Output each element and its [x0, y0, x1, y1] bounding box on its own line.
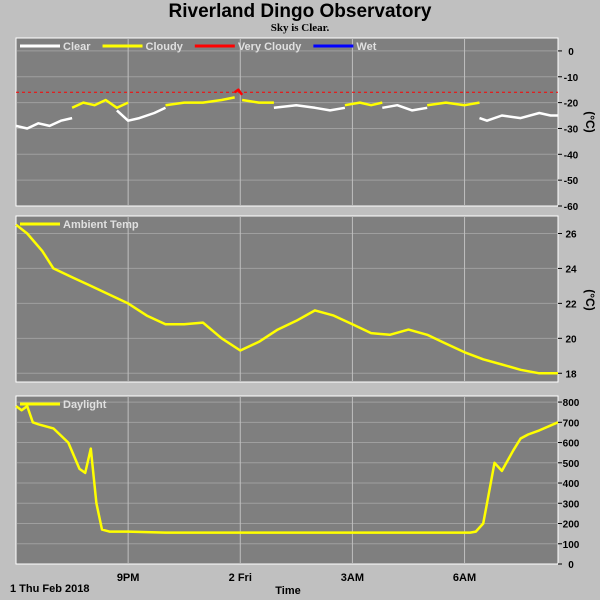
daylight-ytick-label-0: 800 [563, 398, 580, 409]
ambient-series-line-0 [15, 223, 558, 375]
ambient-ytick-label-2: 22 [565, 299, 577, 310]
cloud-y-unit: (°C) [583, 111, 597, 132]
daylight-ytick-label-3: 500 [563, 459, 580, 470]
cloud-series-line-3 [165, 96, 235, 107]
cloud-ytick-label-5: -50 [564, 176, 579, 187]
cloud-ytick-label-2: -20 [564, 99, 579, 110]
cloud-series-line-5 [241, 98, 274, 104]
page-title: Riverland Dingo Observatory [168, 1, 432, 22]
daylight-series [15, 404, 559, 534]
x-axis-title: Time [275, 585, 300, 597]
daylight-ytick-label-5: 300 [563, 499, 580, 510]
cloud-ytick-label-1: -10 [564, 73, 579, 84]
ambient-y-unit: (°C) [583, 289, 597, 310]
cloud-legend-label-3: Wet [356, 41, 376, 53]
cloud-panel-bg [15, 37, 559, 207]
cloud-series-line-9 [427, 101, 480, 107]
daylight-legend: Daylight [20, 399, 107, 411]
x-tick-label-1: 2 Fri [229, 572, 252, 584]
ambient-legend-label-0: Ambient Temp [63, 219, 139, 231]
daylight-series-line-0 [15, 404, 559, 534]
ambient-ytick-label-3: 20 [565, 334, 577, 345]
daylight-ytick-label-1: 700 [563, 418, 580, 429]
daylight-y-axis: 800 700 600 500 400 300 200 100 0 [558, 398, 580, 571]
ambient-grid [16, 216, 558, 382]
daylight-ytick-label-6: 200 [563, 520, 580, 531]
cloud-ytick-label-6: -60 [564, 202, 579, 213]
daylight-ytick-label-2: 600 [563, 439, 580, 450]
ambient-y-axis: 26 24 22 20 18 [558, 229, 577, 380]
x-axis-start-label: 1 Thu Feb 2018 [10, 583, 89, 595]
cloud-series-line-8 [382, 103, 428, 112]
cloud-series-line-4 [233, 88, 244, 96]
cloud-legend: Clear Cloudy Very Cloudy Wet [20, 41, 377, 53]
cloud-ytick-label-3: -30 [564, 124, 579, 135]
cloud-ytick-label-0: 0 [568, 47, 574, 58]
cloud-series-line-0 [15, 116, 73, 130]
cloud-series-line-6 [273, 103, 346, 112]
sky-status: Sky is Clear. [270, 22, 330, 34]
daylight-legend-label-0: Daylight [63, 399, 107, 411]
daylight-ytick-label-8: 0 [568, 560, 574, 571]
ambient-panel: Ambient Temp 26 24 22 20 18 (°C) [15, 215, 597, 383]
ambient-legend: Ambient Temp [20, 219, 139, 231]
cloud-grid [16, 38, 558, 206]
cloud-ytick-label-4: -40 [564, 150, 579, 161]
x-axis: 9PM 2 Fri 3AM 6AM [117, 572, 476, 584]
cloud-panel: Clear Cloudy Very Cloudy Wet 0 -10 -20 -30 -40 -… [15, 37, 597, 213]
daylight-grid [16, 396, 558, 564]
ambient-ytick-label-0: 26 [565, 229, 577, 240]
cloud-series-line-10 [479, 111, 558, 122]
cloud-series [15, 88, 558, 130]
daylight-panel-bg [15, 395, 559, 565]
cloud-series-line-1 [71, 98, 129, 110]
daylight-ytick-label-7: 100 [563, 540, 580, 551]
cloud-legend-label-1: Cloudy [146, 41, 184, 53]
cloud-legend-label-2: Very Cloudy [238, 41, 302, 53]
ambient-ytick-label-1: 24 [565, 264, 577, 275]
x-tick-label-0: 9PM [117, 572, 140, 584]
ambient-ytick-label-4: 18 [565, 369, 577, 380]
daylight-ytick-label-4: 400 [563, 479, 580, 490]
daylight-panel: Daylight 800 700 600 500 400 300 200 100 0 [15, 395, 580, 571]
x-tick-label-2: 3AM [341, 572, 364, 584]
cloud-y-axis: 0 -10 -20 -30 -40 -50 -60 [558, 47, 579, 213]
ambient-series [15, 223, 558, 375]
cloud-series-line-2 [116, 106, 167, 122]
x-tick-label-3: 6AM [453, 572, 476, 584]
cloud-series-line-7 [344, 101, 383, 107]
cloud-legend-label-0: Clear [63, 41, 91, 53]
